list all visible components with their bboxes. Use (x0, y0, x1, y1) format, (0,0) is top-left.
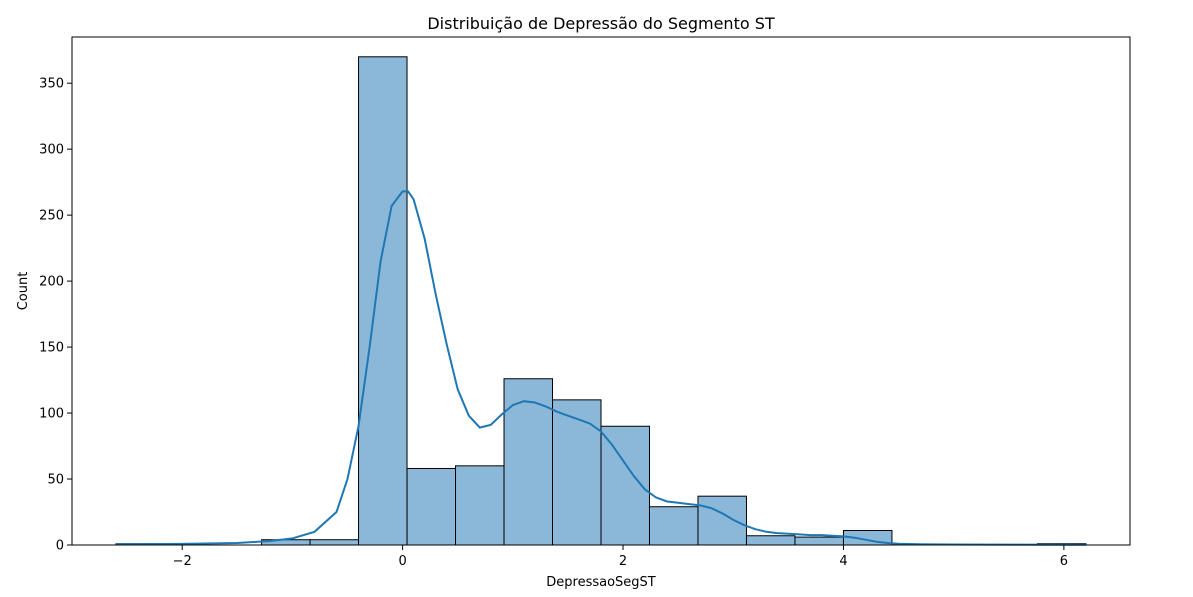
y-tick-label: 200 (39, 275, 64, 290)
y-tick-label: 100 (39, 407, 64, 422)
x-tick-label: 6 (1060, 554, 1068, 569)
histogram-bar (406, 467, 457, 546)
chart-title: Distribuição de Depressão do Segmento ST (427, 14, 775, 33)
y-tick-label: 350 (39, 77, 64, 92)
y-axis-ticks: 0 50 100 150 200 250 300 350 (39, 77, 72, 554)
y-tick-label: 300 (39, 143, 64, 158)
histogram-bar (697, 495, 747, 546)
y-tick-label: 0 (56, 539, 64, 554)
y-axis-label: Count (16, 272, 31, 311)
histogram-bar (552, 399, 602, 546)
histogram-bar (745, 535, 796, 546)
plot-frame (71, 36, 1131, 546)
histogram-bar (358, 56, 408, 546)
x-axis-label: DepressaoSegST (546, 575, 656, 590)
histogram-bar (455, 465, 505, 546)
x-tick-label: 2 (619, 554, 627, 569)
x-tick-label: −2 (173, 554, 192, 569)
bars-group (115, 56, 1087, 546)
x-axis-ticks: −2 0 2 4 6 (173, 545, 1068, 569)
x-tick-label: 0 (398, 554, 406, 569)
x-tick-label: 4 (839, 554, 847, 569)
y-tick-label: 150 (39, 341, 64, 356)
histogram-bar (503, 378, 554, 546)
y-tick-label: 250 (39, 209, 64, 224)
histogram-bar (309, 539, 360, 546)
histogram-bar (794, 536, 844, 546)
histogram-bar (648, 506, 699, 546)
kde-line (116, 190, 1086, 546)
y-tick-label: 50 (47, 473, 64, 488)
